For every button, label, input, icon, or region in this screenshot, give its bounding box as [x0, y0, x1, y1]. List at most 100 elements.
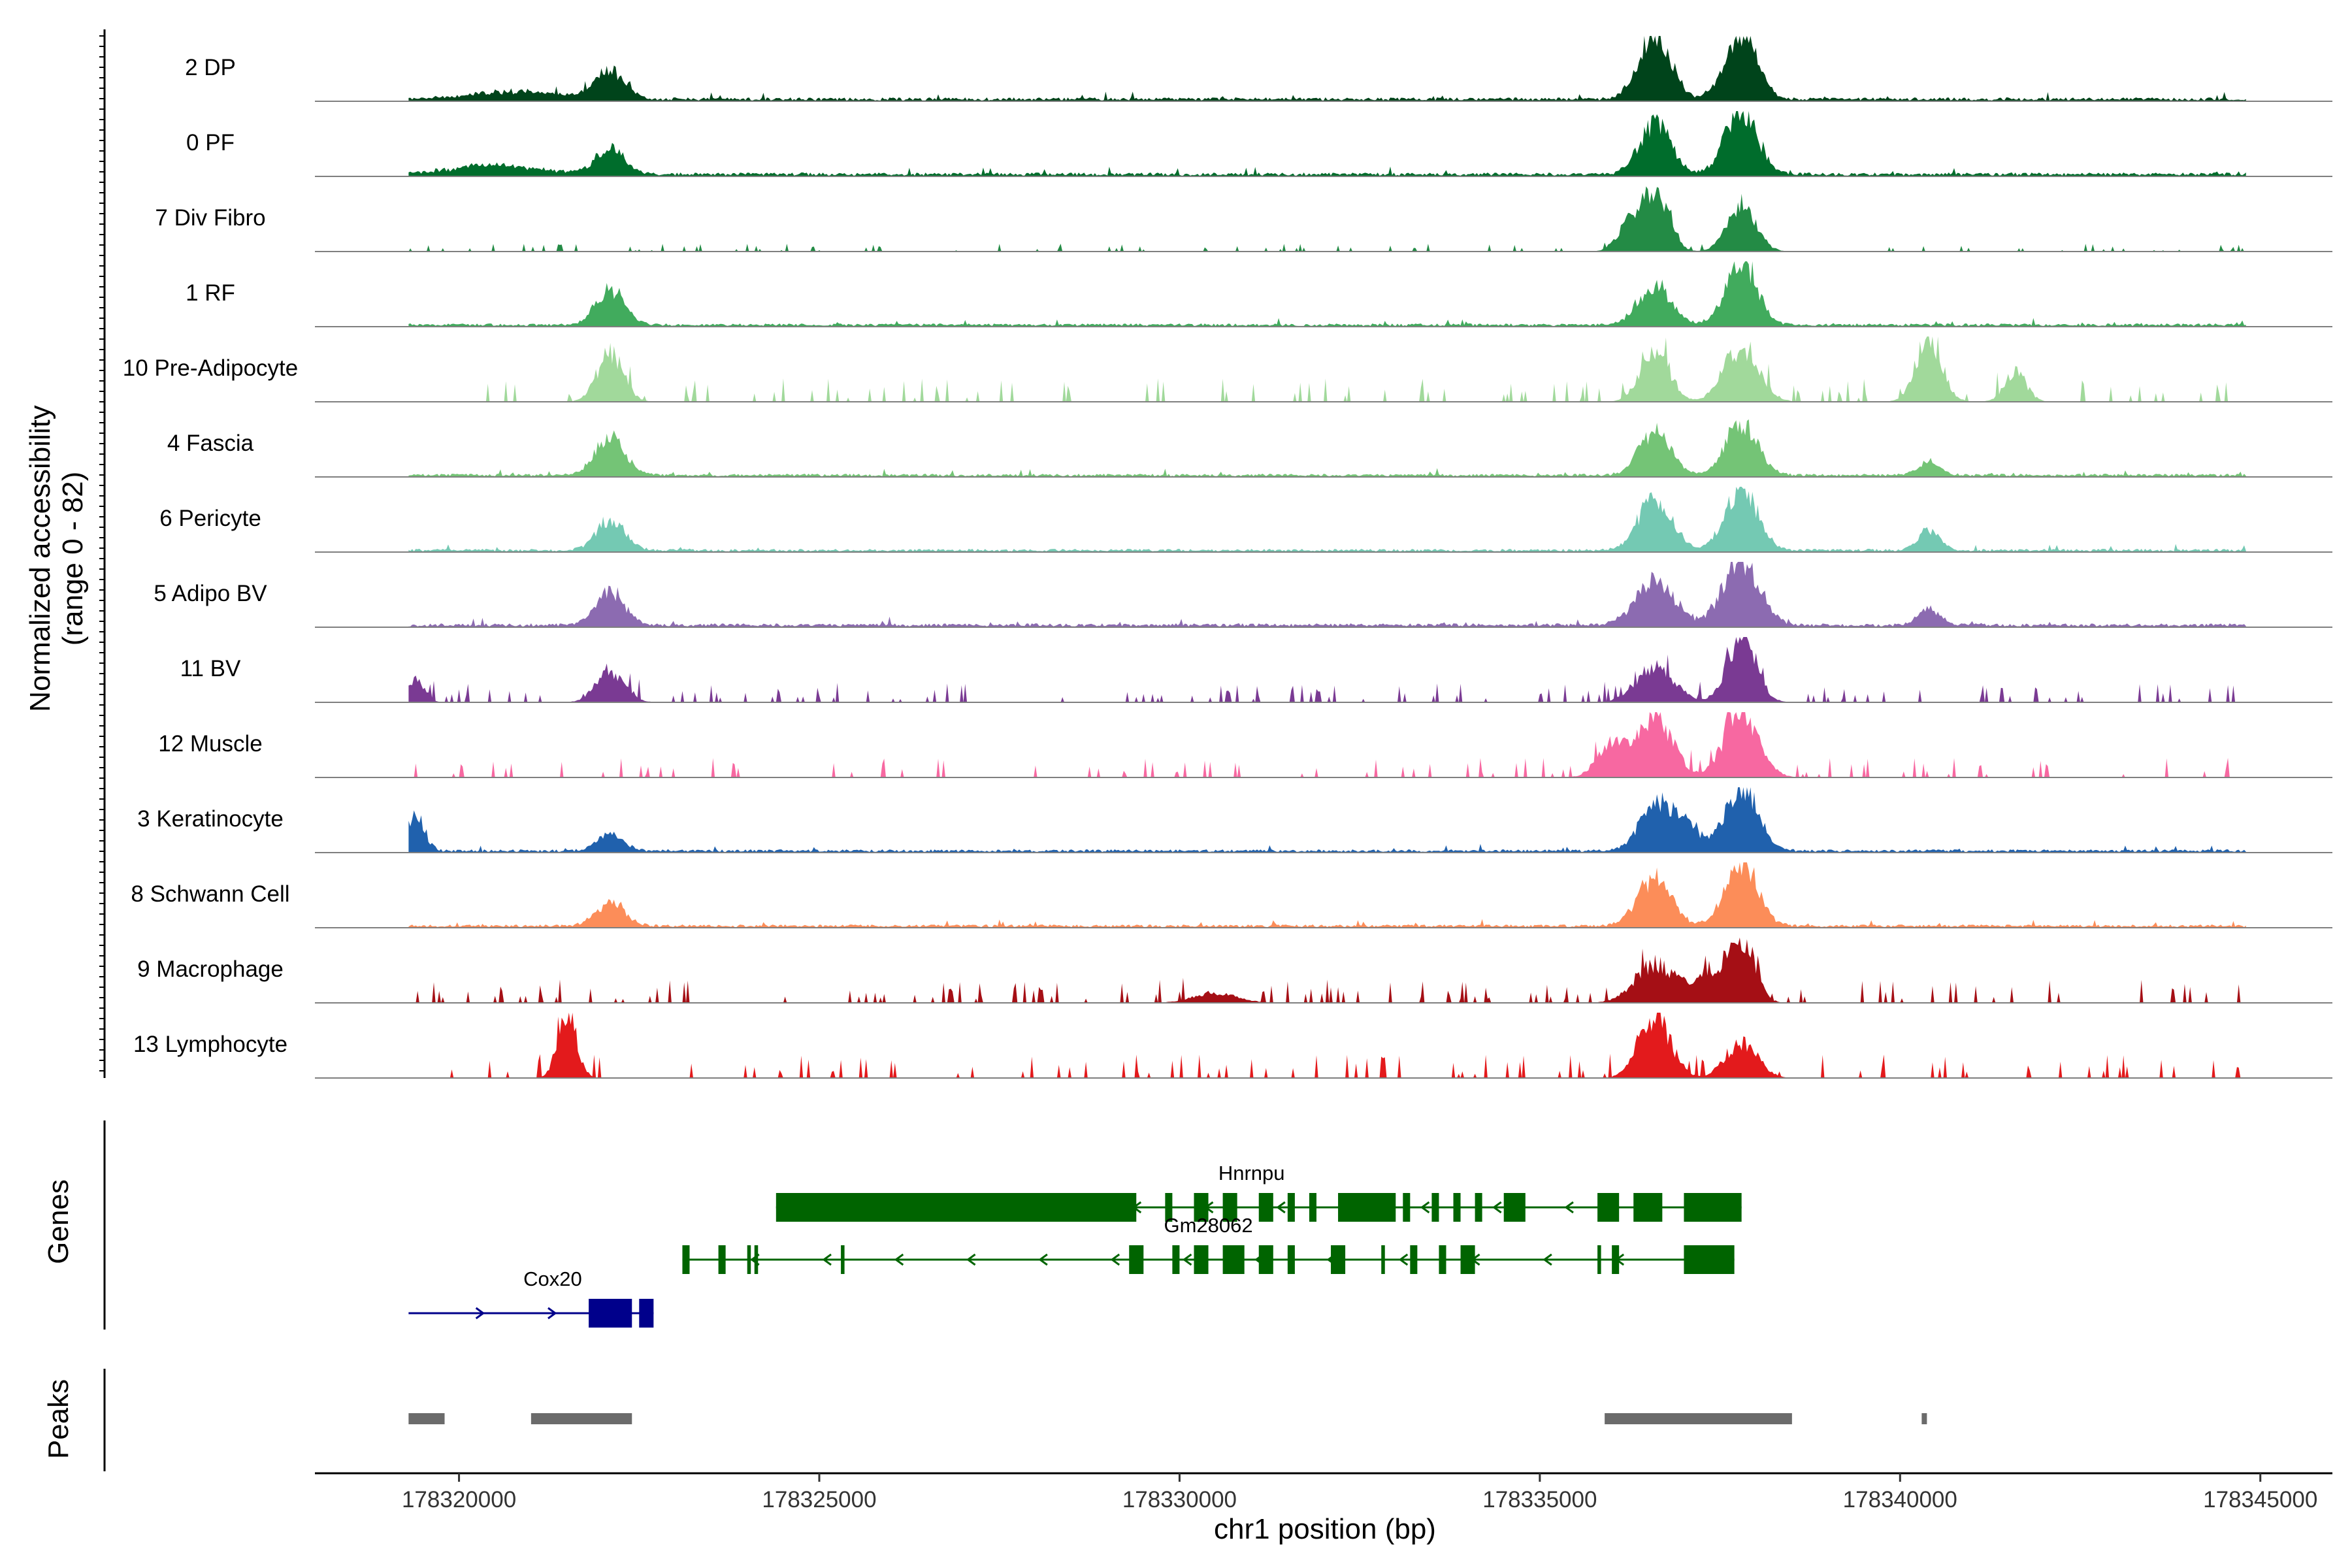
- track-7-div-fibro: 7 Div Fibro: [155, 186, 2332, 252]
- track-label: 1 RF: [186, 280, 235, 306]
- gene-exon: [1633, 1193, 1663, 1222]
- gene-exon: [682, 1245, 690, 1274]
- coverage-area: [408, 1013, 2246, 1078]
- peak-region: [408, 1413, 445, 1424]
- genes-row-label: Genes: [42, 1179, 74, 1264]
- coverage-tracks: 2 DP 0 PF 7 Div Fibro 1 RF 10 Pre-Adipocyte 4…: [123, 36, 2332, 1079]
- gene-exon: [754, 1245, 759, 1274]
- gene-label: Cox20: [523, 1267, 582, 1290]
- gene-hnrnpu: Hnrnpu: [776, 1162, 1742, 1222]
- gene-exon: [1172, 1245, 1180, 1274]
- track-2-dp: 2 DP: [185, 36, 2332, 102]
- gene-exon: [1403, 1193, 1411, 1222]
- track-label: 0 PF: [186, 130, 235, 155]
- x-axis-label: chr1 position (bp): [1214, 1513, 1436, 1545]
- coverage-area: [408, 637, 2246, 702]
- coverage-area: [408, 36, 2246, 101]
- gene-exon: [1194, 1245, 1209, 1274]
- track-label: 10 Pre-Adipocyte: [123, 355, 298, 381]
- coverage-area: [408, 562, 2246, 627]
- gene-exon: [841, 1245, 845, 1274]
- x-tick-label: 178330000: [1122, 1487, 1237, 1512]
- track-5-adipo-bv: 5 Adipo BV: [154, 562, 2332, 628]
- track-label: 8 Schwann Cell: [131, 881, 289, 907]
- track-label: 4 Fascia: [167, 431, 254, 456]
- gene-exon: [1222, 1245, 1245, 1274]
- gene-exon: [1597, 1193, 1620, 1222]
- coverage-area: [408, 261, 2246, 327]
- x-tick-label: 178335000: [1482, 1487, 1597, 1512]
- gene-exon: [1410, 1245, 1418, 1274]
- gene-exon: [1309, 1193, 1316, 1222]
- gene-exon: [1431, 1193, 1439, 1222]
- track-1-rf: 1 RF: [186, 261, 2332, 327]
- gene-exon: [1475, 1193, 1482, 1222]
- track-label: 11 BV: [180, 656, 241, 681]
- track-label: 13 Lymphocyte: [133, 1032, 287, 1057]
- track-9-macrophage: 9 Macrophage: [137, 938, 2332, 1004]
- track-13-lymphocyte: 13 Lymphocyte: [133, 1013, 2332, 1079]
- coverage-area: [408, 111, 2246, 176]
- coverage-area: [408, 862, 2246, 928]
- gene-exon: [1439, 1245, 1446, 1274]
- gene-exon: [639, 1299, 654, 1328]
- strand-arrow: [1182, 1253, 1192, 1266]
- x-axis: chr1 position (bp) 178320000 178325000 178…: [315, 1472, 2332, 1545]
- gene-exon: [776, 1193, 1137, 1222]
- gene-exon: [1460, 1245, 1475, 1274]
- peaks-track: Peaks: [42, 1369, 1927, 1471]
- coverage-area: [408, 186, 2246, 252]
- track-4-fascia: 4 Fascia: [167, 419, 2332, 478]
- gene-exon: [1331, 1245, 1346, 1274]
- gene-exon: [589, 1299, 632, 1328]
- gene-exon: [1129, 1245, 1144, 1274]
- gene-exon: [1684, 1245, 1735, 1274]
- strand-arrow: [1038, 1253, 1048, 1266]
- track-12-muscle: 12 Muscle: [158, 712, 2332, 778]
- peaks-row-label: Peaks: [42, 1379, 74, 1459]
- track-label: 6 Pericyte: [159, 506, 261, 531]
- track-label: 3 Keratinocyte: [137, 806, 284, 832]
- track-3-keratinocyte: 3 Keratinocyte: [137, 787, 2332, 853]
- coverage-area: [408, 938, 2246, 1003]
- gene-cox20: Cox20: [408, 1267, 654, 1328]
- x-tick-label: 178345000: [2203, 1487, 2317, 1512]
- y-axis: Normalized accessibility (range 0 - 82): [24, 29, 106, 1078]
- gene-exon: [1597, 1245, 1601, 1274]
- coverage-area: [408, 336, 2246, 402]
- strand-arrow: [894, 1253, 904, 1266]
- gene-exon: [1453, 1193, 1461, 1222]
- track-0-pf: 0 PF: [186, 111, 2332, 177]
- gene-annotation-track: Genes Hnrnpu Gm28062 Cox20: [42, 1120, 1742, 1330]
- strand-arrow: [1276, 1201, 1286, 1214]
- gene-exon: [1258, 1245, 1273, 1274]
- x-tick-label: 178340000: [1843, 1487, 1957, 1512]
- strand-arrow: [475, 1307, 485, 1320]
- coverage-area: [408, 419, 2246, 477]
- y-axis-label: Normalized accessibility: [24, 405, 56, 711]
- gene-exon: [1222, 1193, 1237, 1222]
- coverage-area: [408, 487, 2246, 552]
- strand-arrow: [1543, 1253, 1552, 1266]
- track-8-schwann-cell: 8 Schwann Cell: [131, 862, 2332, 928]
- track-6-pericyte: 6 Pericyte: [159, 487, 2332, 553]
- coverage-area: [408, 712, 2246, 777]
- track-label: 9 Macrophage: [137, 956, 284, 982]
- gene-exon: [1165, 1193, 1173, 1222]
- gene-exon: [747, 1245, 751, 1274]
- gene-exon: [1194, 1193, 1209, 1222]
- gene-label: Hnrnpu: [1218, 1162, 1285, 1184]
- track-11-bv: 11 BV: [180, 637, 2332, 703]
- track-label: 12 Muscle: [158, 731, 263, 757]
- track-label: 2 DP: [185, 55, 236, 80]
- x-tick-label: 178325000: [762, 1487, 876, 1512]
- peak-region: [1605, 1413, 1792, 1424]
- strand-arrow: [1398, 1253, 1409, 1266]
- track-label: 5 Adipo BV: [154, 581, 267, 606]
- gene-exon: [1503, 1193, 1526, 1222]
- strand-arrow: [966, 1253, 976, 1266]
- gene-gm28062: Gm28062: [682, 1214, 1735, 1274]
- peak-region: [1921, 1413, 1927, 1424]
- strand-arrow: [1420, 1201, 1430, 1214]
